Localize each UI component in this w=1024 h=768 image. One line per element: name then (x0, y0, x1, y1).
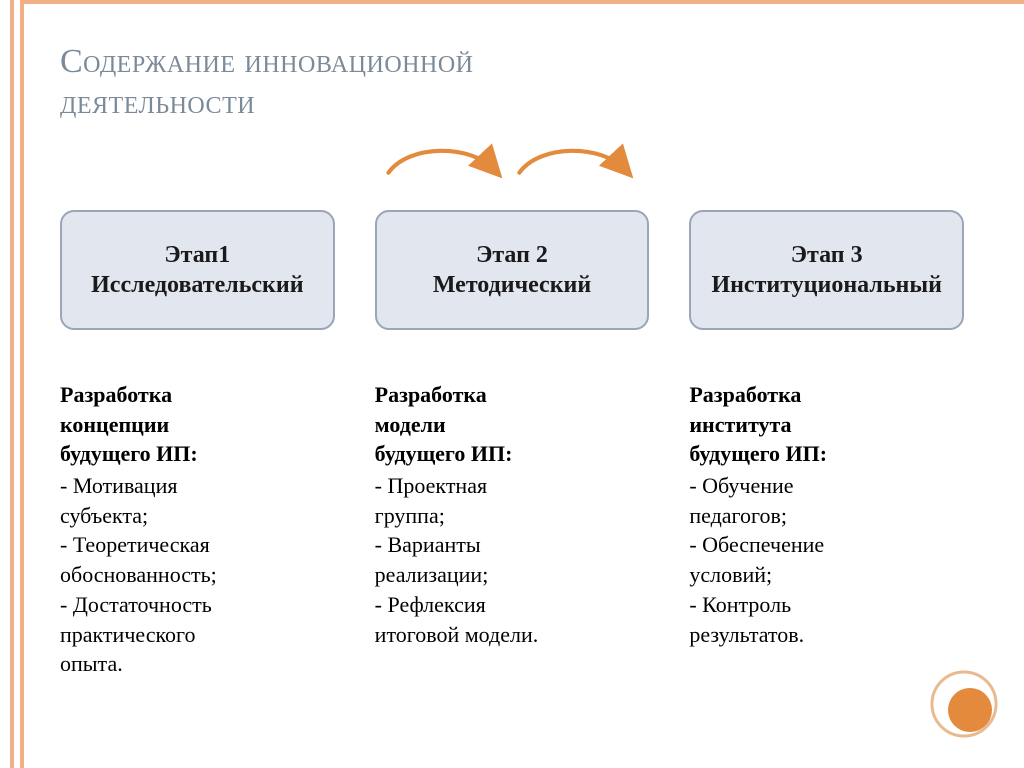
detail-2-item-3: - Рефлексия итоговой модели. (375, 590, 650, 649)
detail-2-title: Разработка модели будущего ИП: (375, 380, 650, 469)
detail-3-item-1: - Обучение педагогов; (689, 471, 964, 530)
detail-1-item-3: - Достаточность практического опыта. (60, 590, 335, 679)
detail-col-1: Разработка концепции будущего ИП: - Моти… (60, 380, 335, 679)
arrow-2 (519, 151, 625, 173)
stage-2: Этап 2 Методический (375, 210, 650, 330)
stage-1-subtitle: Исследовательский (72, 270, 323, 300)
detail-3-item-3: - Контроль результатов. (689, 590, 964, 649)
frame-stripe-left (20, 0, 24, 768)
detail-3-title: Разработка института будущего ИП: (689, 380, 964, 469)
detail-1-item-1: - Мотивация субъекта; (60, 471, 335, 530)
title-line-1: Содержание инновационной (60, 42, 474, 83)
detail-3-item-2: - Обеспечение условий; (689, 530, 964, 589)
accent-dot-icon (930, 670, 998, 738)
detail-2-item-2: - Варианты реализации; (375, 530, 650, 589)
detail-col-2: Разработка модели будущего ИП: - Проектн… (375, 380, 650, 679)
details-row: Разработка концепции будущего ИП: - Моти… (60, 380, 964, 679)
stage-1-heading: Этап1 (72, 240, 323, 270)
stage-row: Этап1 Исследовательский Этап 2 Методичес… (60, 210, 964, 330)
arrow-1 (388, 151, 494, 173)
stage-2-subtitle: Методический (387, 270, 638, 300)
detail-1-title: Разработка концепции будущего ИП: (60, 380, 335, 469)
detail-2-item-1: - Проектная группа; (375, 471, 650, 530)
stage-3-heading: Этап 3 (701, 240, 952, 270)
stage-3: Этап 3 Институциональный (689, 210, 964, 330)
frame-stripe-top (20, 0, 1024, 4)
stage-1: Этап1 Исследовательский (60, 210, 335, 330)
frame-stripe-outer (10, 0, 14, 768)
title-line-2: деятельности (60, 83, 474, 124)
stage-3-subtitle: Институциональный (701, 270, 952, 300)
page-title: Содержание инновационной деятельности (60, 42, 474, 124)
stage-2-heading: Этап 2 (387, 240, 638, 270)
detail-1-item-2: - Теоретическая обоснованность; (60, 530, 335, 589)
detail-col-3: Разработка института будущего ИП: - Обуч… (689, 380, 964, 679)
